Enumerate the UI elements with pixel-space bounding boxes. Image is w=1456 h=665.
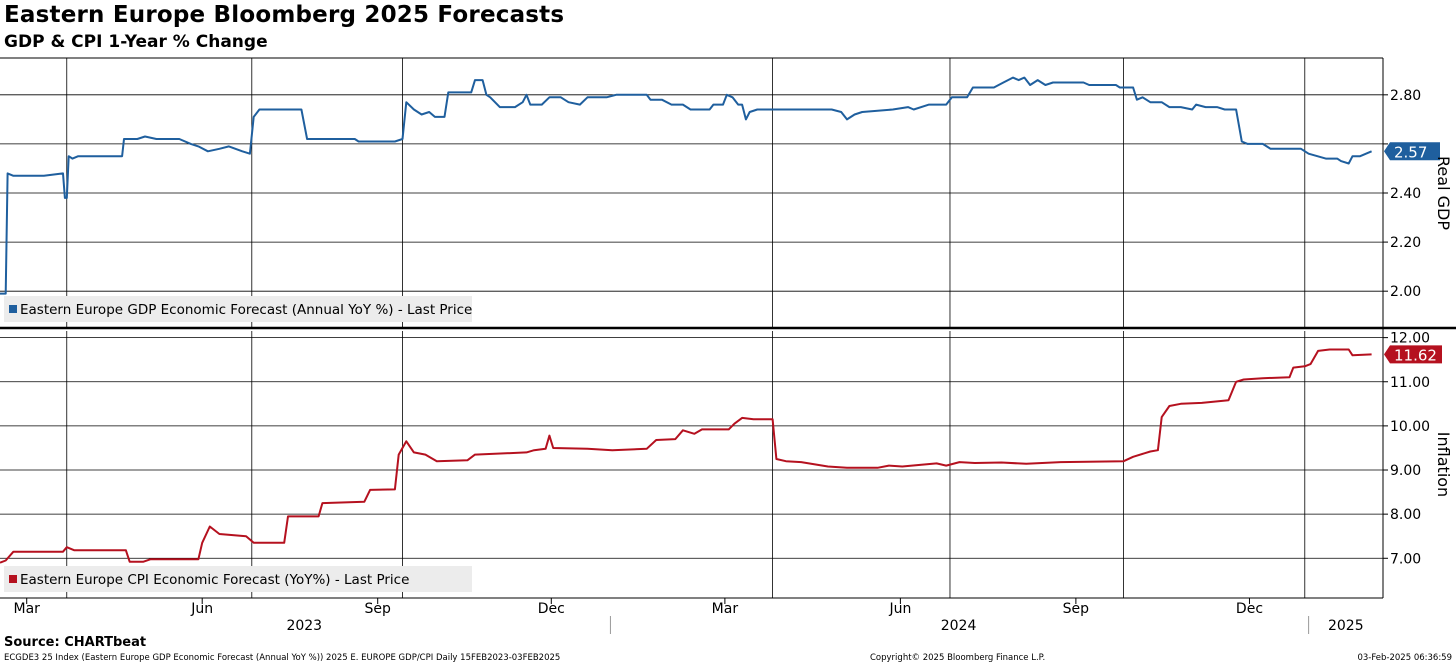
x-tick-label: Jun (888, 601, 911, 617)
x-tick-label: Dec (1236, 601, 1263, 617)
legend-swatch (9, 305, 17, 313)
timestamp: 03-Feb-2025 06:36:59 (1357, 653, 1452, 663)
legend-box (4, 296, 472, 322)
legend-label: Eastern Europe GDP Economic Forecast (An… (20, 302, 472, 318)
y-tick-label: 7.00 (1390, 551, 1421, 567)
chart-subtitle: GDP & CPI 1-Year % Change (4, 32, 268, 52)
legend-box (4, 566, 472, 592)
last-value-badge (1384, 142, 1440, 161)
last-value-label: 2.57 (1394, 143, 1427, 161)
y-tick-label: 2.20 (1390, 235, 1421, 251)
year-label: 2023 (286, 618, 322, 634)
source-note: Source: CHARTbeat (4, 635, 147, 650)
x-tick-label: Dec (538, 601, 565, 617)
y-tick-label: 9.00 (1390, 463, 1421, 479)
x-tick-label: Mar (712, 601, 739, 617)
x-tick-label: Sep (365, 601, 392, 617)
y-tick-label: 2.40 (1390, 186, 1421, 202)
x-tick-label: Sep (1063, 601, 1090, 617)
y-axis-title: Inflation (1434, 432, 1453, 497)
last-value-badge (1384, 345, 1442, 364)
y-tick-label: 10.00 (1390, 419, 1430, 435)
chart-title: Eastern Europe Bloomberg 2025 Forecasts (4, 2, 565, 28)
last-value-label: 11.62 (1394, 346, 1437, 364)
legend-swatch (9, 575, 17, 583)
cpi-series-line (0, 348, 1372, 564)
y-tick-label: 2.80 (1390, 88, 1421, 104)
year-label: 2025 (1328, 618, 1364, 634)
ticker-line: ECGDE3 25 Index (Eastern Europe GDP Econ… (4, 653, 561, 663)
y-tick-label: 2.00 (1390, 284, 1421, 300)
y-tick-label: 12.00 (1390, 331, 1430, 347)
y-tick-label: 8.00 (1390, 507, 1421, 523)
y-axis-title: Real GDP (1434, 156, 1453, 230)
gdp-series-line (0, 76, 1372, 295)
y-tick-label: 11.00 (1390, 375, 1430, 391)
x-tick-label: Jun (190, 601, 213, 617)
copyright-note: Copyright© 2025 Bloomberg Finance L.P. (870, 653, 1046, 663)
year-label: 2024 (941, 618, 977, 634)
legend-label: Eastern Europe CPI Economic Forecast (Yo… (20, 572, 409, 588)
x-tick-label: Mar (13, 601, 40, 617)
